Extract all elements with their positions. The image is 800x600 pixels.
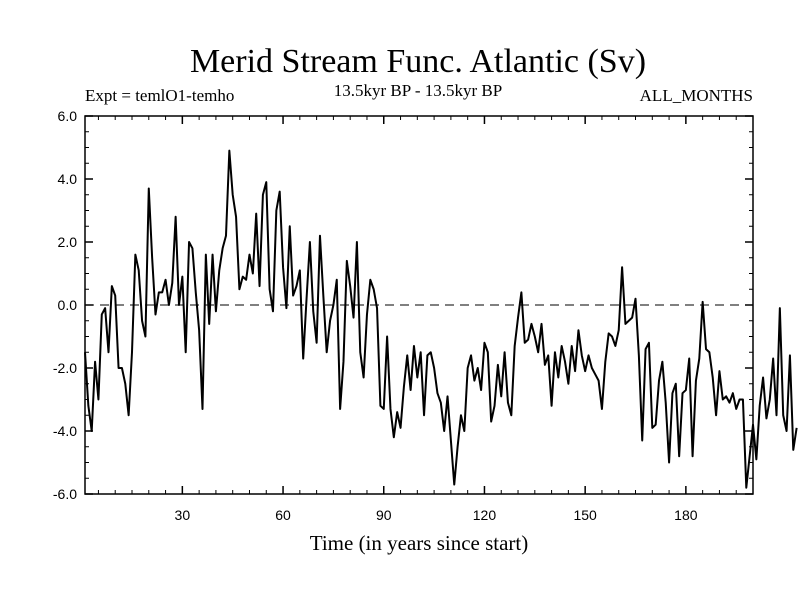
y-tick-label: -6.0 — [53, 486, 77, 502]
x-tick-label: 120 — [473, 507, 497, 523]
x-tick-label: 30 — [175, 507, 191, 523]
x-axis-label: Time (in years since start) — [310, 531, 529, 555]
y-tick-label: 2.0 — [58, 234, 78, 250]
y-tick-label: 0.0 — [58, 297, 78, 313]
period-label: 13.5kyr BP - 13.5kyr BP — [334, 81, 502, 100]
x-tick-label: 90 — [376, 507, 392, 523]
y-tick-label: -2.0 — [53, 360, 77, 376]
chart-title: Merid Stream Func. Atlantic (Sv) — [190, 43, 646, 80]
experiment-label: Expt = temlO1-temho — [85, 86, 234, 105]
plot-frame — [84, 115, 754, 495]
series-line — [84, 149, 798, 489]
months-label: ALL_MONTHS — [640, 86, 753, 105]
y-tick-label: -4.0 — [53, 423, 77, 439]
x-tick-label: 150 — [573, 507, 597, 523]
x-tick-label: 60 — [275, 507, 291, 523]
y-tick-label: 6.0 — [58, 108, 78, 124]
y-tick-label: 4.0 — [58, 171, 78, 187]
x-tick-label: 180 — [674, 507, 698, 523]
